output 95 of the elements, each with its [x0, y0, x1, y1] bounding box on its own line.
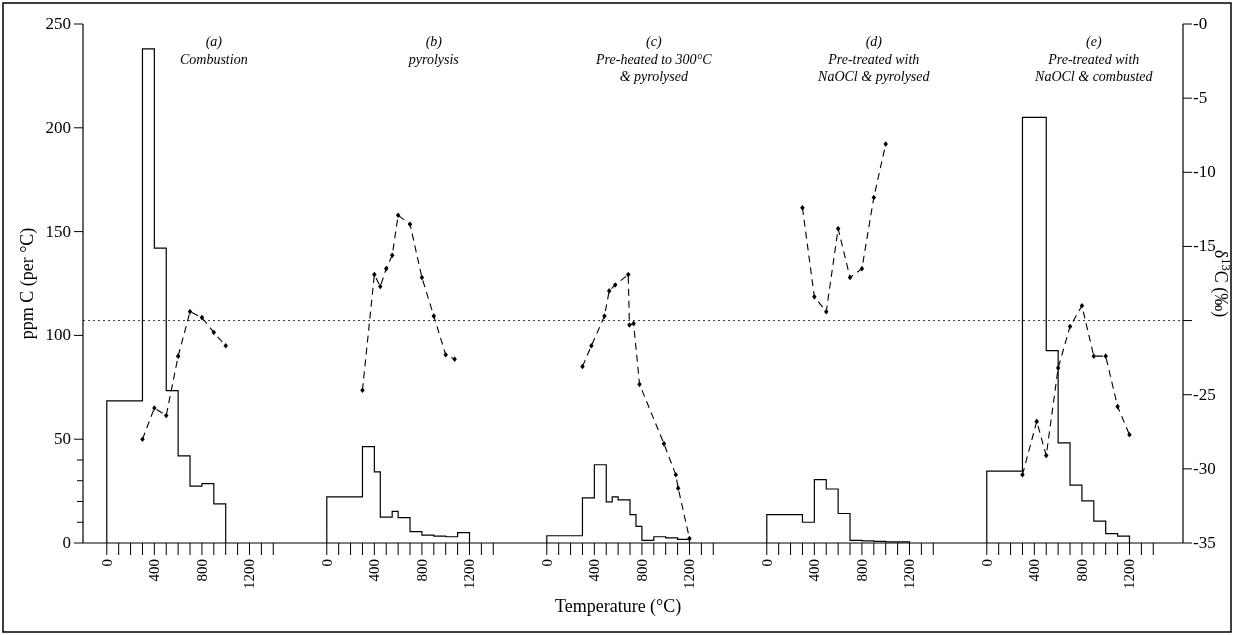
x-tick-label: 0 [538, 559, 555, 567]
point [1067, 323, 1073, 330]
text: Combustion [179, 52, 248, 67]
point [372, 271, 377, 278]
y-axis-title: ppm C (per °C) [17, 227, 38, 340]
point [673, 471, 679, 478]
x-tick-label: 1200 [241, 559, 258, 589]
x-tick-label: 400 [806, 559, 823, 582]
x-tick-label: 800 [193, 559, 210, 582]
x-axis-title: Temperature (°C) [554, 596, 682, 617]
y2-tick-label: -0 [1193, 14, 1208, 33]
point [637, 381, 642, 388]
point [1020, 471, 1025, 478]
point [835, 225, 841, 232]
text: (c) [646, 34, 662, 50]
x-tick-label: 800 [1073, 559, 1090, 582]
x-tick-label: 0 [98, 559, 115, 567]
point [223, 342, 228, 349]
point [211, 329, 217, 336]
point [175, 353, 181, 359]
point [187, 308, 193, 315]
y2-tick-label: -30 [1193, 458, 1216, 478]
y-tick-label: 0 [62, 533, 71, 552]
point [847, 274, 853, 281]
point [687, 535, 692, 542]
point [140, 436, 145, 442]
point [419, 274, 425, 281]
point [1044, 452, 1049, 459]
point [626, 271, 631, 278]
point [164, 412, 169, 419]
point [824, 308, 829, 315]
y-tick-label: 250 [45, 14, 71, 33]
text: Pre-treated with NaOCl & combusted [1034, 52, 1154, 84]
x-tick-label: 0 [978, 559, 995, 567]
text: (b) [425, 34, 443, 50]
text: Pre-heated to 300°C & pyrolysed [595, 52, 713, 84]
point [378, 283, 383, 290]
point [1127, 431, 1132, 438]
text: Pre-treated with NaOCl & pyrolysed [817, 52, 931, 84]
point [1115, 403, 1120, 410]
x-tick-label: 1200 [681, 559, 698, 589]
y2-tick-label: -5 [1193, 88, 1208, 108]
point [431, 313, 437, 319]
text: (e) [1086, 34, 1102, 50]
x-tick-label: 1200 [901, 559, 918, 589]
y-tick-label: 50 [54, 429, 71, 449]
point [1079, 302, 1085, 309]
text: (d) [865, 34, 883, 50]
x-tick-label: 800 [413, 559, 430, 582]
point [1055, 365, 1061, 371]
point [199, 314, 205, 321]
y-tick-label: 150 [45, 221, 71, 241]
point [395, 212, 401, 219]
point [384, 265, 389, 272]
point [1103, 353, 1108, 359]
point [580, 363, 585, 370]
point [589, 342, 594, 349]
point [883, 141, 888, 147]
y2-tick-label: -35 [1193, 533, 1216, 552]
point [627, 322, 632, 328]
point [1091, 353, 1097, 359]
y-tick-label: 200 [45, 117, 71, 137]
y-tick-label: 100 [45, 325, 71, 345]
point [800, 205, 805, 211]
point [602, 313, 607, 319]
x-tick-label: 1200 [1121, 559, 1138, 589]
x-tick-label: 0 [758, 559, 775, 567]
point [360, 387, 365, 394]
x-tick-label: 400 [1026, 559, 1043, 582]
point [612, 282, 618, 288]
point [1034, 418, 1039, 425]
point [631, 320, 636, 327]
text: pyrolysis [407, 52, 460, 67]
x-tick-label: 400 [586, 559, 603, 582]
point [389, 252, 395, 259]
point [859, 265, 865, 272]
x-tick-label: 1200 [461, 559, 478, 589]
point [661, 440, 667, 447]
point [407, 221, 413, 227]
x-tick-label: 0 [318, 559, 335, 567]
point [443, 351, 448, 358]
point [452, 356, 457, 362]
y2-tick-label: -10 [1193, 162, 1216, 182]
point [871, 194, 877, 201]
point [812, 294, 817, 300]
text: (a) [205, 34, 223, 50]
y2-tick-label: -25 [1193, 384, 1216, 404]
x-tick-label: 800 [633, 559, 650, 582]
point [606, 288, 612, 294]
x-tick-label: 400 [366, 559, 383, 582]
point [675, 485, 681, 491]
x-tick-label: 400 [146, 559, 163, 582]
x-tick-label: 800 [853, 559, 870, 582]
point [152, 405, 157, 411]
y2-tick-label: -15 [1193, 236, 1216, 256]
